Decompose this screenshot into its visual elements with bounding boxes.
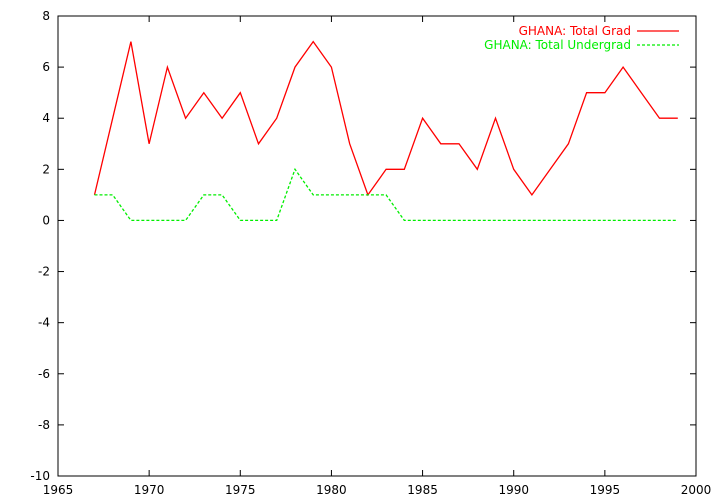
x-tick-label: 1995 — [590, 483, 621, 497]
y-tick-label: 6 — [42, 60, 50, 74]
y-tick-label: -2 — [38, 265, 50, 279]
y-tick-label: -6 — [38, 367, 50, 381]
y-tick-label: 2 — [42, 162, 50, 176]
plot-frame — [57, 15, 697, 477]
series-line — [94, 167, 678, 222]
y-tick-label: 0 — [42, 213, 50, 227]
axis-ticks: 1965 1970 1975 1980 1985 1990 1995 2000 -10 -8 -6 -… — [30, 9, 711, 497]
y-tick-label: 4 — [42, 111, 50, 125]
x-tick-label: 1980 — [316, 483, 347, 497]
x-tick-label: 2000 — [681, 483, 712, 497]
legend-label: GHANA: Total Undergrad — [484, 38, 631, 52]
x-tick-label: 1985 — [407, 483, 438, 497]
y-tick-label: 8 — [42, 9, 50, 23]
y-tick-label: -10 — [30, 469, 50, 483]
y-tick-label: -8 — [38, 418, 50, 432]
x-tick-label: 1990 — [498, 483, 529, 497]
y-tick-label: -4 — [38, 316, 50, 330]
x-tick-label: 1970 — [134, 483, 165, 497]
x-tick-label: 1975 — [225, 483, 256, 497]
series-lines — [93, 40, 678, 222]
series-line — [93, 40, 678, 197]
x-tick-label: 1965 — [43, 483, 74, 497]
legend-label: GHANA: Total Grad — [519, 24, 631, 38]
